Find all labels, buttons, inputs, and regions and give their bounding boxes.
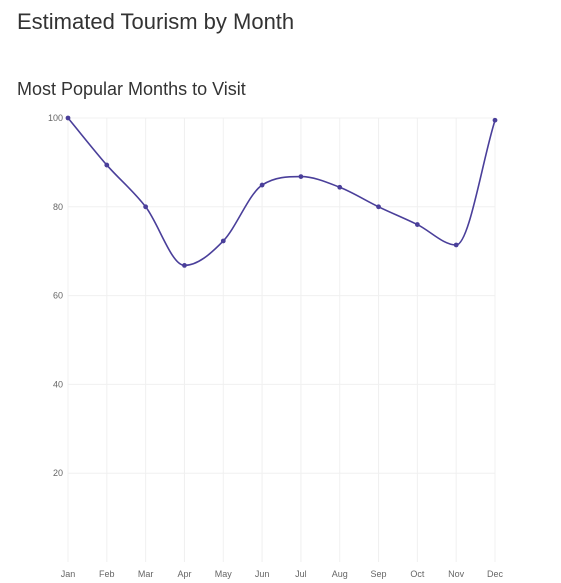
x-tick-label: Jan bbox=[61, 569, 76, 579]
data-point bbox=[337, 184, 343, 190]
x-tick-label: Apr bbox=[177, 569, 191, 579]
series-line bbox=[67, 117, 496, 267]
data-point bbox=[492, 117, 498, 123]
data-point bbox=[143, 204, 149, 210]
data-point bbox=[298, 174, 304, 180]
x-tick-label: Nov bbox=[448, 569, 465, 579]
x-tick-label: Feb bbox=[99, 569, 115, 579]
data-point bbox=[453, 242, 459, 248]
y-tick-label: 60 bbox=[53, 291, 63, 301]
x-tick-label: Sep bbox=[371, 569, 387, 579]
chart-series bbox=[67, 117, 496, 267]
y-tick-label: 20 bbox=[53, 468, 63, 478]
y-axis-ticks: 20 40 60 80 100 bbox=[48, 113, 63, 478]
x-tick-label: Dec bbox=[487, 569, 504, 579]
x-axis-ticks: Jan Feb Mar Apr May Jun Jul Aug Sep Oct Nov Dec bbox=[61, 569, 504, 579]
y-tick-label: 100 bbox=[48, 113, 63, 123]
data-point bbox=[104, 162, 110, 168]
chart-title: Most Popular Months to Visit bbox=[17, 79, 246, 99]
data-point bbox=[259, 182, 265, 188]
x-tick-label: May bbox=[215, 569, 233, 579]
data-point bbox=[65, 115, 71, 121]
x-tick-label: Oct bbox=[410, 569, 425, 579]
page-title: Estimated Tourism by Month bbox=[17, 9, 295, 34]
data-point bbox=[182, 263, 187, 268]
y-tick-label: 80 bbox=[53, 202, 63, 212]
x-tick-label: Aug bbox=[332, 569, 348, 579]
data-point bbox=[220, 238, 226, 244]
x-tick-label: Jun bbox=[255, 569, 270, 579]
x-tick-label: Jul bbox=[295, 569, 307, 579]
chart-grid bbox=[67, 117, 496, 562]
data-point bbox=[376, 204, 381, 210]
data-point bbox=[414, 222, 420, 227]
y-tick-label: 40 bbox=[53, 379, 63, 389]
x-tick-label: Mar bbox=[138, 569, 154, 579]
chart-points bbox=[65, 115, 498, 268]
